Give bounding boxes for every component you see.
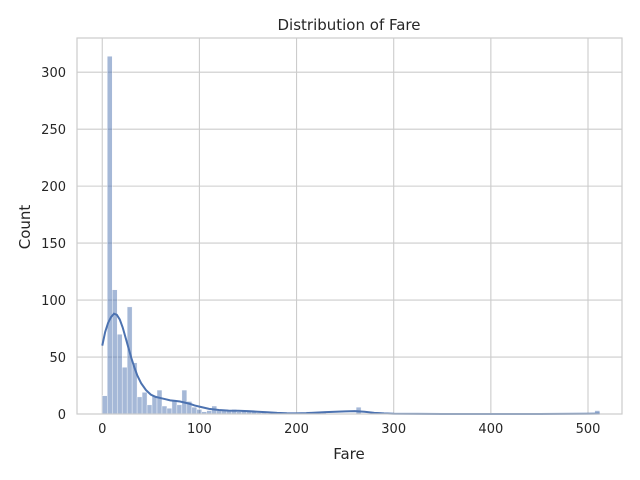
histogram-bar bbox=[116, 334, 123, 415]
histogram-bar bbox=[191, 406, 198, 415]
histogram-bar bbox=[196, 409, 202, 415]
y-tick-labels: 0 50 100 150 200 250 300 bbox=[41, 66, 66, 423]
chart-title: Distribution of Fare bbox=[277, 16, 420, 34]
y-axis-label: Count bbox=[16, 205, 34, 250]
x-tick-label: 400 bbox=[478, 422, 503, 437]
histogram-bar bbox=[166, 408, 173, 415]
histogram-bar bbox=[171, 400, 178, 415]
grid-lines bbox=[77, 38, 622, 415]
histogram-bar bbox=[151, 395, 158, 415]
x-tick-label: 300 bbox=[381, 422, 406, 437]
histogram-bar bbox=[146, 404, 153, 415]
histogram-bar bbox=[112, 289, 118, 415]
histogram-bars bbox=[102, 56, 601, 415]
x-axis-label: Fare bbox=[333, 445, 365, 463]
y-tick-label: 300 bbox=[41, 66, 66, 81]
x-tick-label: 100 bbox=[187, 422, 212, 437]
histogram-bar bbox=[136, 396, 143, 415]
plot-frame bbox=[76, 37, 623, 415]
histogram-bar bbox=[102, 395, 108, 415]
histogram-bar bbox=[107, 56, 113, 415]
y-tick-label: 100 bbox=[41, 294, 66, 309]
x-tick-label: 200 bbox=[284, 422, 309, 437]
y-tick-label: 250 bbox=[41, 123, 66, 138]
y-tick-label: 200 bbox=[41, 180, 66, 195]
x-tick-label: 0 bbox=[98, 422, 106, 437]
y-tick-label: 50 bbox=[49, 351, 66, 366]
histogram-bar bbox=[161, 405, 168, 415]
x-tick-labels: 0 100 200 300 400 500 bbox=[98, 422, 600, 437]
histogram-bar bbox=[121, 367, 128, 415]
y-tick-label: 150 bbox=[41, 237, 66, 252]
x-tick-label: 500 bbox=[576, 422, 601, 437]
histogram-bar bbox=[156, 389, 163, 415]
y-tick-label: 0 bbox=[58, 408, 66, 423]
histogram-bar bbox=[141, 392, 148, 415]
histogram-bar bbox=[176, 404, 183, 415]
kde-curve bbox=[101, 312, 600, 415]
